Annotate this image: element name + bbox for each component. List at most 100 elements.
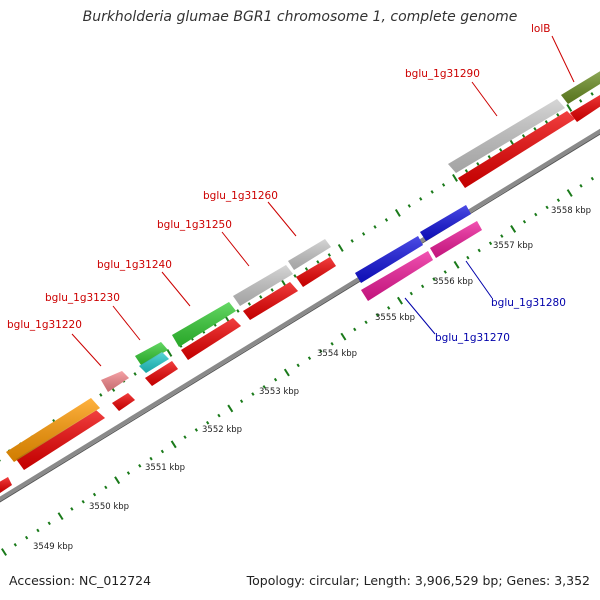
tick-mark (590, 92, 594, 96)
tick-mark (236, 309, 240, 313)
gene-label[interactable]: bglu_1g31240 (97, 259, 172, 271)
tick-mark (337, 244, 344, 252)
tick-mark (194, 428, 198, 432)
tick-mark (262, 385, 266, 389)
tick-mark (430, 190, 434, 194)
tick-mark (533, 127, 537, 131)
callout-line (267, 201, 297, 237)
tick-mark (259, 295, 263, 299)
tick-mark (521, 134, 526, 138)
shading-layer (0, 71, 600, 493)
tick-mark (316, 260, 320, 264)
callout-line (551, 35, 575, 83)
tick-mark (273, 377, 278, 382)
scale-label: 3550 kbp (89, 502, 129, 512)
gene-label[interactable]: bglu_1g31230 (45, 292, 120, 304)
tick-mark (99, 393, 103, 397)
gene-label[interactable]: bglu_1g31270 (435, 332, 510, 344)
scale-labels: 3549 kbp 3550 kbp 3551 kbp 3552 kbp 3553… (33, 206, 591, 552)
arrow-shading (561, 71, 600, 104)
tick-mark (397, 296, 403, 305)
tick-mark (452, 173, 458, 182)
callout-line (71, 333, 102, 367)
tick-mark (149, 456, 153, 461)
tick-mark (330, 341, 334, 346)
tick-mark (545, 205, 549, 210)
callout-line (404, 297, 436, 335)
tick-mark (453, 260, 460, 269)
callout-line (221, 231, 250, 267)
tick-mark (364, 320, 368, 325)
tick-mark (251, 392, 255, 396)
map-title: Burkholderia glumae BGR1 chromosome 1, c… (82, 9, 518, 25)
gene-label[interactable]: bglu_1g31260 (203, 190, 278, 202)
tick-mark (556, 198, 561, 203)
tick-mark (375, 313, 380, 317)
tick-mark (477, 248, 481, 253)
arrow-shading (233, 265, 293, 306)
gene-label[interactable]: bglu_1g31220 (7, 319, 82, 331)
scale-label: 3556 kbp (433, 277, 473, 287)
tick-mark (270, 288, 274, 292)
tick-mark (407, 204, 411, 208)
tick-mark (394, 209, 401, 217)
tick-mark (283, 368, 290, 377)
tick-mark (441, 183, 446, 187)
tick-mark (138, 464, 142, 468)
arrow-shading (570, 95, 600, 122)
gene-label[interactable]: bglu_1g31250 (157, 219, 232, 231)
callout-line (161, 271, 191, 307)
tick-mark (293, 274, 297, 278)
tick-mark (296, 363, 300, 368)
tick-mark (81, 499, 85, 504)
tick-mark (464, 169, 469, 173)
tick-mark (319, 349, 323, 353)
tick-mark (534, 212, 538, 217)
tick-mark (247, 302, 251, 306)
scale-label: 3557 kbp (493, 241, 533, 251)
tick-mark (217, 413, 221, 418)
arrow-shading (355, 236, 423, 283)
gene-label[interactable]: bglu_1g31280 (491, 297, 566, 309)
tick-mark (206, 420, 210, 425)
tick-mark (327, 253, 331, 257)
arrow-shading (16, 410, 105, 470)
tick-mark (170, 440, 177, 449)
tick-mark (499, 148, 503, 152)
gene-label[interactable]: lolB (531, 23, 550, 35)
tick-mark (566, 103, 573, 112)
tick-mark (70, 507, 74, 511)
scale-label: 3558 kbp (551, 206, 591, 216)
callout-line (112, 305, 141, 341)
tick-mark (239, 399, 244, 404)
tick-mark (500, 234, 504, 238)
tick-mark (384, 218, 389, 222)
arrow-shading (101, 371, 129, 392)
arrow-shading (243, 282, 298, 320)
tick-mark (92, 492, 97, 497)
arrow-shading (172, 302, 236, 347)
gene-labels: bglu_1g31220 bglu_1g31230 bglu_1g31240 b… (7, 23, 566, 344)
tick-mark (114, 476, 121, 485)
inner-tick-row (1, 176, 594, 556)
arrow-shading (420, 205, 471, 241)
scale-label: 3555 kbp (375, 313, 415, 323)
tick-mark (387, 306, 391, 310)
tick-mark (579, 99, 583, 103)
tick-mark (361, 232, 366, 236)
arrow-shading (430, 221, 482, 258)
tick-mark (556, 113, 560, 117)
gene-label[interactable]: bglu_1g31290 (405, 68, 480, 80)
arrow-shading (145, 361, 178, 386)
scale-label: 3552 kbp (202, 425, 242, 435)
accession-label: Accession: NC_012724 (9, 573, 152, 588)
tick-mark (409, 291, 413, 296)
tick-mark (487, 155, 491, 159)
arrow-shading (112, 393, 135, 411)
tick-mark (419, 197, 423, 201)
gene-callouts (71, 35, 575, 367)
arrow-shading (448, 99, 565, 173)
arrow-shading (296, 257, 336, 287)
tick-mark (579, 184, 583, 188)
